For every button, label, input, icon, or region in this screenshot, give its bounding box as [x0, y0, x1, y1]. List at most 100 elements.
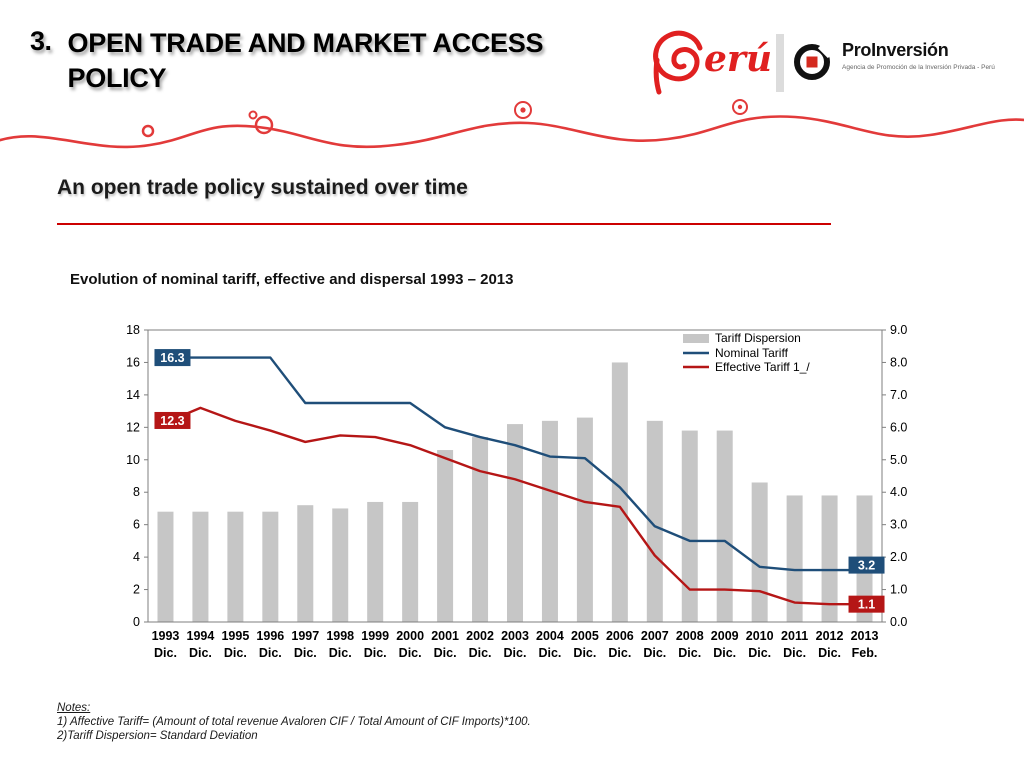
svg-text:2004: 2004 — [536, 629, 564, 643]
wave-small-ring-icon — [248, 110, 258, 120]
svg-text:1998: 1998 — [326, 629, 354, 643]
svg-text:Dic.: Dic. — [783, 646, 806, 660]
wave-dot-icon — [737, 104, 743, 110]
svg-text:4: 4 — [133, 550, 140, 564]
slide-title: 3. OPEN TRADE AND MARKET ACCESS POLICY — [30, 26, 573, 96]
svg-text:2002: 2002 — [466, 629, 494, 643]
svg-text:3.2: 3.2 — [858, 559, 875, 573]
wave-dot-icon — [520, 107, 526, 113]
svg-text:0.0: 0.0 — [890, 615, 907, 629]
svg-text:1995: 1995 — [221, 629, 249, 643]
svg-text:12: 12 — [126, 420, 140, 434]
svg-text:Dic.: Dic. — [189, 646, 212, 660]
svg-text:Dic.: Dic. — [608, 646, 631, 660]
svg-text:2001: 2001 — [431, 629, 459, 643]
svg-text:1994: 1994 — [187, 629, 215, 643]
svg-text:1993: 1993 — [152, 629, 180, 643]
chart-heading: Evolution of nominal tariff, effective a… — [70, 271, 514, 288]
svg-text:2: 2 — [133, 583, 140, 597]
svg-text:2010: 2010 — [746, 629, 774, 643]
svg-text:12.3: 12.3 — [160, 414, 184, 428]
svg-text:Dic.: Dic. — [748, 646, 771, 660]
right-axis: 0.0 1.0 2.0 3.0 4.0 5.0 6.0 7.0 8.0 9.0 — [882, 323, 907, 629]
svg-text:10: 10 — [126, 453, 140, 467]
svg-text:2013: 2013 — [851, 629, 879, 643]
svg-text:2005: 2005 — [571, 629, 599, 643]
x-axis-labels: 1993 Dic. 1994 Dic. 1995 Dic. 1996 Dic. 1997 Dic.… — [152, 629, 879, 660]
svg-text:1996: 1996 — [256, 629, 284, 643]
data-label-3.2: 3.2 — [848, 556, 885, 574]
svg-text:Dic.: Dic. — [643, 646, 666, 660]
svg-text:0: 0 — [133, 615, 140, 629]
svg-text:Feb.: Feb. — [852, 646, 878, 660]
svg-text:2.0: 2.0 — [890, 550, 907, 564]
notes-block: Notes: 1) Affective Tariff= (Amount of t… — [57, 701, 531, 743]
svg-text:8.0: 8.0 — [890, 355, 907, 369]
proinversion-name: ProInversión — [842, 40, 949, 60]
logo-divider-bar — [776, 34, 784, 92]
svg-text:Dic.: Dic. — [434, 646, 457, 660]
svg-text:Dic.: Dic. — [399, 646, 422, 660]
svg-text:5.0: 5.0 — [890, 453, 907, 467]
svg-text:4.0: 4.0 — [890, 485, 907, 499]
svg-text:Dic.: Dic. — [329, 646, 352, 660]
red-wave-decoration — [0, 99, 1024, 149]
svg-text:Dic.: Dic. — [294, 646, 317, 660]
svg-text:16.3: 16.3 — [160, 351, 184, 365]
svg-text:1999: 1999 — [361, 629, 389, 643]
svg-text:3.0: 3.0 — [890, 518, 907, 532]
wave-circled-dot-icon — [732, 99, 748, 115]
svg-text:1.1: 1.1 — [858, 598, 875, 612]
svg-text:Dic.: Dic. — [154, 646, 177, 660]
svg-text:9.0: 9.0 — [890, 323, 907, 337]
proinversion-logo: ProInversión Agencia de Promoción de la … — [790, 40, 995, 84]
svg-text:1997: 1997 — [291, 629, 319, 643]
svg-text:2007: 2007 — [641, 629, 669, 643]
svg-text:Dic.: Dic. — [538, 646, 561, 660]
proinversion-circle-icon — [794, 43, 833, 80]
svg-text:Dic.: Dic. — [364, 646, 387, 660]
svg-text:Dic.: Dic. — [713, 646, 736, 660]
svg-text:Tariff Dispersion: Tariff Dispersion — [715, 331, 801, 345]
svg-text:Dic.: Dic. — [504, 646, 527, 660]
svg-text:6: 6 — [133, 518, 140, 532]
svg-text:2011: 2011 — [781, 629, 808, 643]
notes-label: Notes: — [57, 702, 91, 714]
svg-text:2000: 2000 — [396, 629, 424, 643]
tariff-chart: 0 2 4 6 8 10 12 14 16 18 0.0 1.0 2.0 3.0 4.0 5.0 6.0 7.0 8… — [126, 323, 907, 660]
svg-text:8: 8 — [133, 485, 140, 499]
svg-text:Dic.: Dic. — [469, 646, 492, 660]
svg-text:Dic.: Dic. — [224, 646, 247, 660]
wave-ring-icon — [254, 115, 274, 135]
data-label-1.1: 1.1 — [848, 595, 885, 613]
svg-text:Dic.: Dic. — [573, 646, 596, 660]
notes-line-2: 2)Tariff Dispersion= Standard Deviation — [57, 730, 258, 742]
svg-text:6.0: 6.0 — [890, 420, 907, 434]
svg-text:Nominal Tariff: Nominal Tariff — [715, 346, 789, 360]
plot-frame — [147, 329, 883, 623]
svg-text:7.0: 7.0 — [890, 388, 907, 402]
svg-text:Dic.: Dic. — [678, 646, 701, 660]
subtitle-underline — [57, 223, 831, 225]
svg-text:2008: 2008 — [676, 629, 704, 643]
peru-logo: erú — [648, 26, 772, 96]
svg-text:2006: 2006 — [606, 629, 634, 643]
slide-title-text: OPEN TRADE AND MARKET ACCESS POLICY — [67, 28, 544, 94]
svg-text:2009: 2009 — [711, 629, 739, 643]
svg-text:2012: 2012 — [816, 629, 844, 643]
notes-line-1: 1) Affective Tariff= (Amount of total re… — [57, 716, 531, 728]
svg-text:18: 18 — [126, 323, 140, 337]
dispersion-bars — [157, 362, 873, 622]
wave-circled-dot-icon — [514, 101, 532, 119]
peru-spiral-icon — [653, 30, 703, 95]
left-axis: 0 2 4 6 8 10 12 14 16 18 — [126, 323, 148, 629]
nominal-tariff-line — [165, 356, 865, 572]
data-label-12.3: 12.3 — [154, 411, 191, 429]
data-label-16.3: 16.3 — [154, 349, 191, 367]
svg-text:16: 16 — [126, 355, 140, 369]
svg-text:2003: 2003 — [501, 629, 529, 643]
section-subtitle: An open trade policy sustained over time — [57, 176, 468, 199]
effective-tariff-line — [165, 406, 865, 606]
